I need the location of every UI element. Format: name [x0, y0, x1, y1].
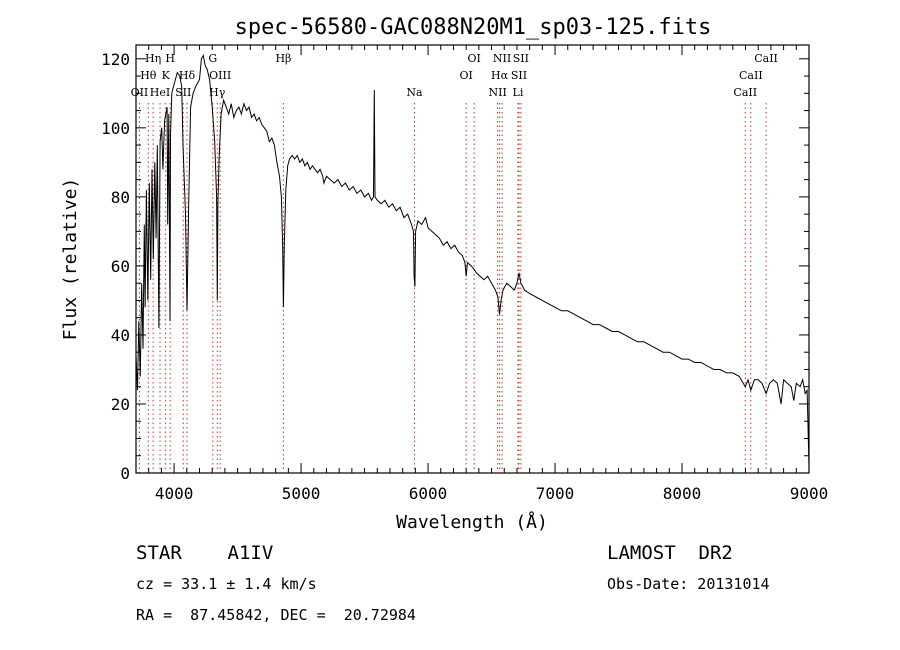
y-tick-label: 20 — [111, 395, 130, 414]
x-axis-label: Wavelength (Å) — [396, 511, 548, 533]
spectrum-series-line — [135, 53, 810, 467]
x-tick-label: 8000 — [663, 484, 702, 503]
x-tick-label: 7000 — [536, 484, 575, 503]
line-marker-label: Na — [406, 86, 423, 99]
line-marker-label: SII — [513, 52, 529, 65]
line-marker-label: K — [162, 69, 171, 82]
line-marker-label: Hγ — [209, 86, 226, 99]
coordinates-label: RA = 87.45842, DEC = 20.72984 — [136, 606, 416, 624]
line-marker-label: G — [208, 52, 217, 65]
y-tick-label: 60 — [111, 257, 130, 276]
line-marker-label: H — [165, 52, 175, 65]
survey-label: LAMOST DR2 — [607, 542, 733, 564]
line-marker-label: OII — [131, 86, 149, 99]
line-marker-label: Hη — [145, 52, 161, 65]
line-marker-layer: OII Hθ Hη HeI KH SII Hδ G Hγ OIII Hβ Na OI OI NII Hα NII… — [131, 52, 778, 473]
line-marker-label: SII — [175, 86, 191, 99]
line-marker-label: OI — [467, 52, 480, 65]
line-marker-label: NII — [488, 86, 506, 99]
y-axis-label: Flux (relative) — [60, 178, 81, 341]
y-tick-label: 120 — [101, 50, 130, 69]
line-marker-label: Hθ — [140, 69, 157, 82]
y-tick-label: 80 — [111, 188, 130, 207]
line-marker-label: CaII — [739, 69, 763, 82]
line-marker-label: OIII — [209, 69, 231, 82]
x-tick-label: 9000 — [790, 484, 829, 503]
line-marker-label: HeI — [150, 86, 170, 99]
line-marker-label: Hβ — [275, 52, 291, 65]
x-tick-label: 4000 — [155, 484, 194, 503]
line-marker-label: CaII — [754, 52, 778, 65]
line-marker-label: SII — [511, 69, 527, 82]
line-marker-label: CaII — [733, 86, 757, 99]
axis-tick-layer: 4000 5000 6000 7000 8000 9000 0 20 40 60 80 100 120 — [101, 45, 828, 503]
line-marker-label: NII — [493, 52, 511, 65]
x-tick-label: 6000 — [409, 484, 448, 503]
y-tick-label: 0 — [120, 464, 130, 483]
cz-label: cz = 33.1 ± 1.4 km/s — [136, 575, 317, 593]
class-label: STAR A1IV — [136, 542, 273, 564]
obs-date-label: Obs-Date: 20131014 — [607, 575, 770, 593]
chart-title: spec-56580-GAC088N20M1_sp03-125.fits — [235, 15, 712, 40]
line-marker-label: Hδ — [179, 69, 196, 82]
line-marker-label: Hα — [491, 69, 509, 82]
x-tick-label: 5000 — [282, 484, 321, 503]
plot-frame — [135, 44, 810, 474]
y-tick-label: 100 — [101, 119, 130, 138]
y-tick-label: 40 — [111, 326, 130, 345]
line-marker-label: Li — [513, 86, 524, 99]
line-marker-label: OI — [459, 69, 472, 82]
